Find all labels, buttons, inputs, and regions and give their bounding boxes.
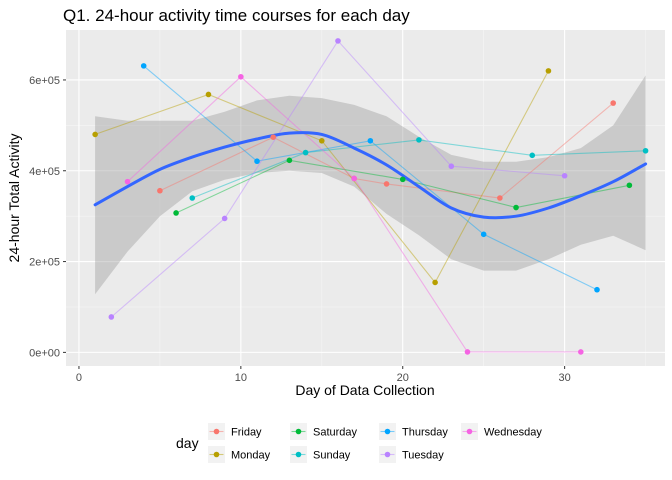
x-tick-label: 0 — [76, 372, 82, 384]
y-axis: 0e+00 2e+05 4e+05 6e+05 — [29, 75, 66, 359]
data-point-friday — [610, 100, 616, 106]
data-point-saturday — [513, 204, 519, 211]
legend-key-point-wednesday — [466, 428, 473, 435]
data-point-tuesday — [335, 38, 341, 44]
legend-label-monday: Monday — [231, 450, 271, 462]
data-point-sunday — [416, 137, 422, 143]
smooth-trend-line — [93, 131, 648, 220]
confidence-band — [95, 75, 646, 295]
legend-item-monday: Monday — [208, 446, 271, 463]
legend-items: Friday Monday Saturday Sunday Thursday Tuesda… — [208, 423, 542, 463]
y-tick-label: 0e+00 — [29, 347, 60, 359]
data-point-friday — [383, 181, 390, 187]
legend-key-point-tuesday — [384, 451, 391, 458]
legend-item-wednesday: Wednesday — [461, 423, 542, 440]
legend-label-friday: Friday — [231, 427, 262, 439]
data-point-monday — [92, 131, 98, 138]
legend-key-point-monday — [213, 451, 220, 458]
legend-item-friday: Friday — [208, 423, 262, 440]
x-axis-label: Day of Data Collection — [295, 382, 434, 398]
data-point-friday — [270, 134, 277, 140]
legend: day Friday Monday Saturday Sunday Thursday Tu… — [176, 423, 542, 463]
legend-label-tuesday: Tuesday — [402, 450, 444, 462]
data-point-wednesday — [238, 73, 244, 80]
data-point-wednesday — [124, 178, 131, 185]
x-tick-label: 30 — [559, 372, 571, 384]
y-tick-label: 4e+05 — [29, 166, 60, 178]
data-point-saturday — [173, 210, 179, 216]
legend-item-saturday: Saturday — [290, 423, 358, 440]
data-point-sunday — [529, 152, 536, 159]
data-point-friday — [157, 187, 163, 194]
legend-label-saturday: Saturday — [313, 427, 358, 439]
series-line-friday — [159, 102, 614, 199]
data-point-thursday — [480, 231, 487, 238]
data-point-tuesday — [448, 163, 455, 170]
chart-title: Q1. 24-hour activity time courses for ea… — [63, 6, 410, 25]
data-point-thursday — [594, 286, 600, 293]
y-axis-label: 24-hour Total Activity — [6, 134, 22, 263]
x-tick-label: 10 — [235, 372, 247, 384]
data-point-tuesday — [561, 172, 568, 179]
data-point-tuesday — [221, 215, 228, 222]
data-point-monday — [545, 68, 552, 74]
data-point-saturday — [626, 182, 633, 189]
major-gridlines — [66, 30, 665, 366]
legend-title: day — [176, 435, 199, 451]
legend-key-point-saturday — [295, 428, 302, 435]
data-point-sunday — [189, 195, 196, 201]
legend-item-thursday: Thursday — [379, 423, 448, 440]
data-point-saturday — [286, 157, 293, 164]
data-point-thursday — [140, 63, 147, 69]
legend-key-point-friday — [213, 428, 220, 435]
data-point-friday — [497, 195, 503, 201]
data-point-tuesday — [108, 314, 115, 320]
legend-label-sunday: Sunday — [313, 450, 351, 462]
legend-key-point-thursday — [384, 428, 391, 435]
data-point-wednesday — [464, 349, 471, 355]
data-point-saturday — [399, 176, 406, 183]
data-point-monday — [205, 91, 212, 98]
data-point-monday — [318, 137, 325, 144]
y-tick-label: 6e+05 — [29, 75, 60, 87]
data-point-thursday — [254, 158, 260, 165]
x-tick-label: 20 — [397, 372, 409, 384]
data-point-sunday — [302, 149, 309, 156]
data-point-sunday — [642, 147, 649, 154]
data-point-monday — [432, 279, 438, 286]
series-points — [92, 38, 649, 355]
x-axis: 0 10 20 30 — [76, 366, 571, 384]
legend-label-wednesday: Wednesday — [484, 427, 542, 439]
legend-item-tuesday: Tuesday — [379, 446, 444, 463]
data-point-wednesday — [351, 175, 357, 182]
data-point-wednesday — [578, 349, 584, 355]
data-point-thursday — [367, 137, 374, 144]
legend-item-sunday: Sunday — [290, 446, 351, 463]
legend-key-point-sunday — [295, 451, 302, 458]
legend-label-thursday: Thursday — [402, 427, 448, 439]
y-tick-label: 2e+05 — [29, 257, 60, 269]
